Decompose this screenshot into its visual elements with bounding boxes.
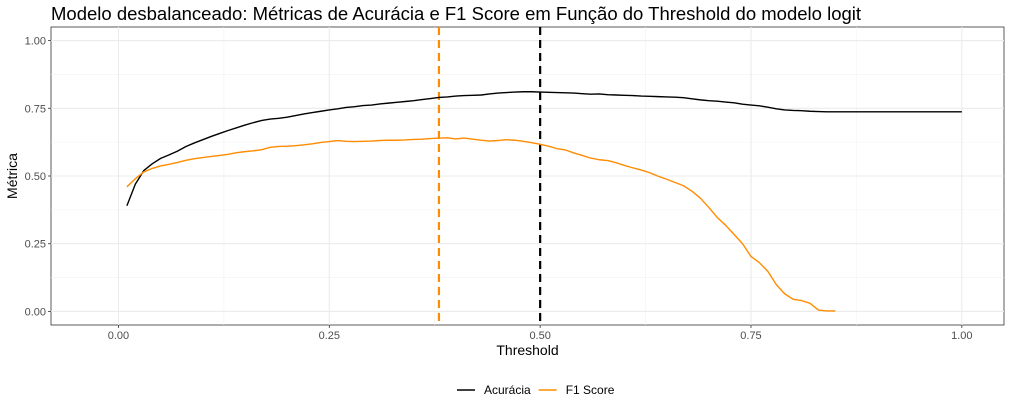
chart-title: Modelo desbalanceado: Métricas de Acurác… xyxy=(51,3,862,24)
x-tick-label: 1.00 xyxy=(951,330,972,342)
y-tick-label: 0.00 xyxy=(25,306,46,318)
y-tick-label: 1.00 xyxy=(25,36,46,48)
x-tick-label: 0.25 xyxy=(319,330,340,342)
reference-lines xyxy=(437,27,542,325)
series-line-acur-cia xyxy=(126,91,962,207)
legend-label: F1 Score xyxy=(566,383,615,397)
x-tick-label: 0.75 xyxy=(740,330,761,342)
x-axis-label: Threshold xyxy=(496,342,558,358)
legend: Acurácia F1 Score xyxy=(457,383,615,397)
y-axis-label: Métrica xyxy=(4,153,20,199)
y-tick-label: 0.25 xyxy=(25,239,46,251)
y-axis-ticks: 0.00 0.25 0.50 0.75 1.00 xyxy=(25,36,51,318)
x-tick-label: 0.50 xyxy=(529,330,550,342)
x-axis-ticks: 0.00 0.25 0.50 0.75 1.00 xyxy=(108,325,973,342)
legend-label: Acurácia xyxy=(484,383,531,397)
series-lines xyxy=(126,91,962,312)
y-tick-label: 0.75 xyxy=(25,103,46,115)
x-tick-label: 0.00 xyxy=(108,330,129,342)
y-tick-label: 0.50 xyxy=(25,171,46,183)
series-line-f1-score xyxy=(126,137,836,312)
